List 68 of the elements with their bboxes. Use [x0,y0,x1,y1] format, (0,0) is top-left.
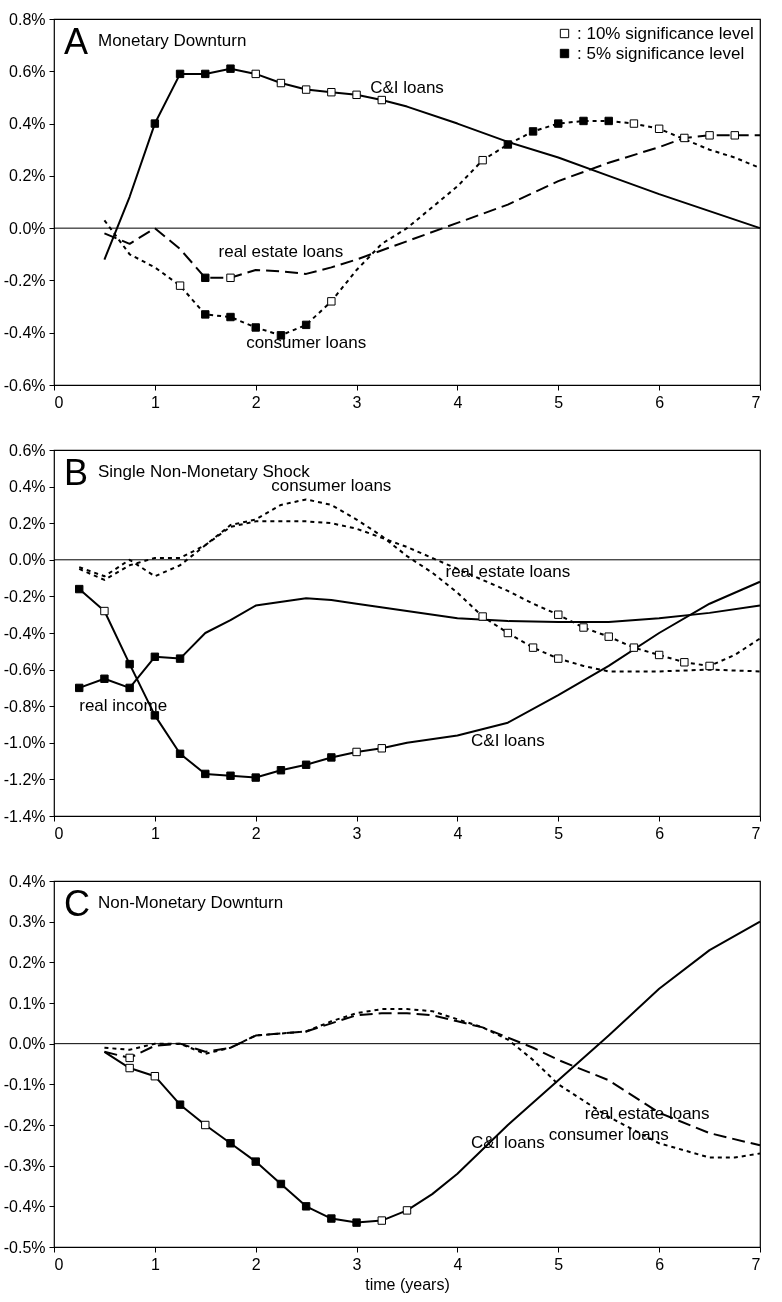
x-tick-label: 4 [453,824,463,842]
y-tick-label: 0.8% [9,10,46,28]
y-tick-label: 0.6% [9,441,46,459]
text: Non-Monetary Downturn [98,893,284,912]
y-tick-label: -0.4% [3,324,46,342]
y-tick-label: -1.2% [3,770,46,788]
x-tick-label: 3 [352,1255,362,1273]
x-tick-label: 5 [554,824,564,842]
y-tick-label: 0.2% [9,953,46,971]
x-axis-title: time (years) [365,1275,450,1293]
x-tick-label: 7 [751,393,761,411]
y-tick-label: 0.4% [9,872,46,890]
x-tick-label: 4 [453,393,463,411]
annotation: real estate loans [218,242,344,262]
x-tick-label: 5 [554,393,564,411]
legend-label: : 10% significance level [577,23,754,43]
y-tick-label: -0.4% [3,1197,46,1215]
x-tick-label: 3 [352,393,362,411]
annotation: B [64,452,89,493]
annotation: consumer loans [246,332,367,352]
annotation: C&I loans [471,730,545,750]
y-tick-label: -0.5% [3,1238,46,1256]
text: Single Non-Monetary Shock [98,462,311,481]
y-tick-label: -0.2% [3,1116,46,1134]
x-tick-label: 2 [251,393,261,411]
y-tick-label: 0.0% [9,1035,46,1053]
annotation: A [64,21,89,62]
y-tick-label: -0.3% [3,1157,46,1175]
x-tick-label: 7 [751,1255,761,1273]
y-tick-label: -1.0% [3,734,46,752]
annotation: real estate loans [584,1104,710,1124]
x-tick-label: 4 [453,1255,463,1273]
y-tick-label: 0.0% [9,219,46,237]
x-tick-label: 6 [655,393,665,411]
annotation: consumer loans [548,1124,669,1144]
y-tick-label: 0.2% [9,514,46,532]
y-tick-label: 0.2% [9,167,46,185]
x-tick-label: 0 [54,1255,64,1273]
annotation: C [64,883,90,924]
y-tick-label: 0.1% [9,994,46,1012]
x-tick-label: 1 [150,393,160,411]
x-tick-label: 1 [150,824,160,842]
text: Monetary Downturn [98,31,247,50]
y-tick-label: -0.1% [3,1075,46,1093]
x-tick-label: 1 [150,1255,160,1273]
x-tick-label: 2 [251,824,261,842]
x-tick-label: 0 [54,393,64,411]
y-tick-label: 0.4% [9,478,46,496]
y-tick-label: -0.2% [3,271,46,289]
y-tick-label: 0.3% [9,913,46,931]
y-tick-label: 0.0% [9,551,46,569]
y-tick-label: -0.4% [3,624,46,642]
y-tick-label: 0.6% [9,62,46,80]
x-tick-label: 6 [655,1255,665,1273]
x-tick-label: 0 [54,824,64,842]
x-tick-label: 5 [554,1255,564,1273]
legend-label: : 5% significance level [577,43,745,63]
y-tick-label: -1.4% [3,807,46,825]
x-tick-label: 3 [352,824,362,842]
x-tick-label: 2 [251,1255,261,1273]
y-tick-label: -0.8% [3,697,46,715]
y-tick-label: -0.6% [3,661,46,679]
y-tick-label: -0.2% [3,587,46,605]
x-tick-label: 7 [751,824,761,842]
y-tick-label: 0.4% [9,115,46,133]
y-tick-label: -0.6% [3,376,46,394]
annotation: C&I loans [370,77,444,97]
x-tick-label: 6 [655,824,665,842]
